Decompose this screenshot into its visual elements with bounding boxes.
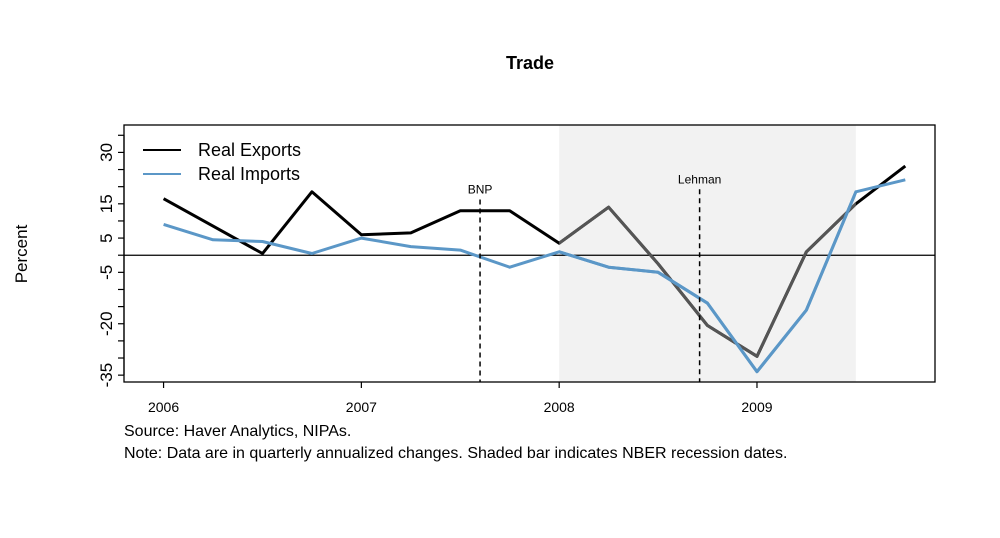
y-axis-label: Percent — [12, 224, 31, 283]
event-label-bnp: BNP — [468, 183, 493, 197]
plot-background — [559, 125, 856, 382]
source-note: Source: Haver Analytics, NIPAs. — [124, 423, 352, 440]
y-tick-label: 30 — [97, 143, 116, 162]
legend: Real Exports Real Imports — [143, 140, 301, 184]
legend-label-real-exports: Real Exports — [198, 140, 301, 160]
x-tick-label: 2008 — [544, 399, 575, 415]
y-tick-label: 5 — [97, 233, 116, 242]
plot-series — [124, 164, 935, 374]
y-tick-label: -5 — [97, 265, 116, 280]
x-tick-label: 2007 — [346, 399, 377, 415]
y-tick-label: 15 — [97, 194, 116, 213]
event-label-lehman: Lehman — [678, 172, 721, 186]
legend-label-real-imports: Real Imports — [198, 164, 300, 184]
event-markers: BNP Lehman — [468, 172, 721, 382]
y-tick-label: -20 — [97, 311, 116, 336]
x-tick-label: 2006 — [148, 399, 179, 415]
series-line-real-imports-recession — [559, 190, 856, 374]
chart-title: Trade — [506, 53, 554, 73]
recession-note: Note: Data are in quarterly annualized c… — [124, 445, 788, 462]
plot-axes: -35 -20 -5 5 15 30 2006 2007 2008 2009 — [97, 124, 936, 415]
recession-shading — [559, 125, 856, 382]
series-line-real-exports-recession — [559, 201, 856, 358]
y-tick-label: -35 — [97, 363, 116, 388]
x-tick-label: 2009 — [741, 399, 772, 415]
chart-notes: Source: Haver Analytics, NIPAs. Note: Da… — [124, 421, 788, 465]
